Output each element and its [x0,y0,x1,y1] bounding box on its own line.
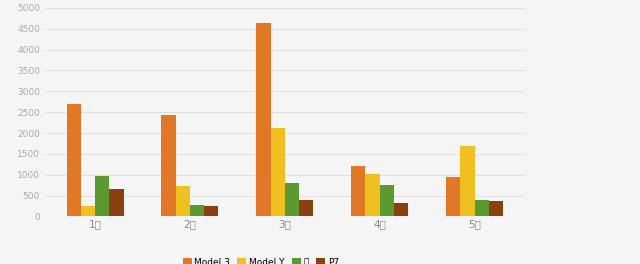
Legend: Model 3, Model Y, 汉, P7: Model 3, Model Y, 汉, P7 [179,254,342,264]
Bar [365,173,380,216]
Bar [190,205,204,216]
Bar [474,200,489,216]
Bar [204,206,218,216]
Bar [81,206,95,216]
Bar [299,200,313,216]
Bar [489,201,503,216]
Bar [95,176,109,216]
Bar [176,186,190,216]
Bar [460,145,474,216]
Bar [257,22,271,216]
Bar [271,128,285,216]
Bar [351,166,365,216]
Bar [67,104,81,216]
Bar [109,189,124,216]
Bar [285,183,299,216]
Bar [446,177,460,216]
Bar [161,115,176,216]
Bar [380,185,394,216]
Bar [394,203,408,216]
